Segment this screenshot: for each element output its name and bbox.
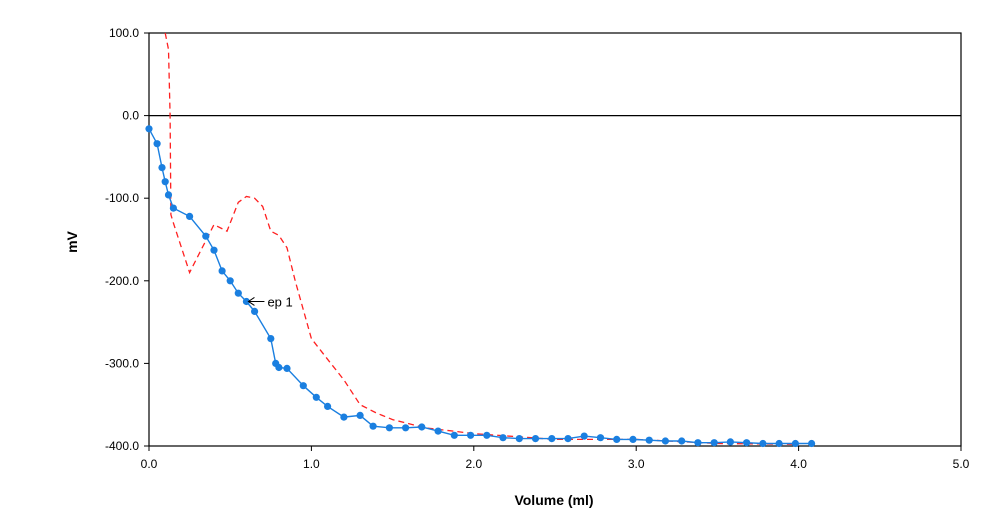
- series-1-point: [267, 335, 275, 343]
- tick-marks: [144, 32, 962, 451]
- series-1-point: [226, 277, 234, 285]
- series-2-dashed-line: [164, 32, 799, 445]
- x-tick-label: 3.0: [628, 457, 645, 471]
- series-1-point: [242, 297, 250, 306]
- series-1-point: [169, 204, 177, 212]
- series-1-point: [645, 436, 653, 444]
- series-1-point: [283, 364, 291, 372]
- series-1-point: [564, 435, 572, 443]
- y-tick-label: -400.0: [105, 439, 139, 453]
- series-1-point: [726, 438, 735, 446]
- series-1-point: [759, 439, 767, 448]
- series-1-point: [678, 437, 686, 445]
- series-1-point: [661, 437, 670, 445]
- annotation-arrow-head: [247, 297, 255, 306]
- series-1-point: [467, 431, 475, 439]
- series-1-point: [356, 411, 364, 419]
- series-1-point: [775, 439, 783, 448]
- y-tick-label: -100.0: [105, 191, 139, 205]
- series-1-point: [548, 435, 556, 443]
- series-1-point: [710, 439, 718, 447]
- x-axis-title: Volume (ml): [514, 492, 593, 508]
- series-1-point: [275, 363, 283, 372]
- series-1-point: [234, 289, 242, 297]
- y-tick-label: 0.0: [122, 109, 139, 123]
- series-1-point: [791, 439, 800, 448]
- x-tick-label: 5.0: [953, 457, 970, 471]
- x-tick-label: 2.0: [465, 457, 482, 471]
- series-1-point: [164, 191, 173, 199]
- series-1-point: [299, 382, 307, 390]
- series-1-point: [202, 232, 210, 240]
- x-tick-label: 1.0: [303, 457, 320, 471]
- series-1-point: [251, 307, 259, 315]
- y-tick-label: -300.0: [105, 356, 139, 370]
- series-1-point: [694, 439, 702, 447]
- series-1-point: [218, 267, 226, 275]
- y-tick-label: 100.0: [109, 26, 139, 40]
- series-1-point: [613, 435, 621, 443]
- series-1-point: [483, 431, 491, 439]
- series-1-point: [580, 432, 588, 440]
- series-1-point: [145, 125, 153, 133]
- x-tick-label: 4.0: [790, 457, 807, 471]
- plot-frame: [148, 32, 962, 447]
- series-1-point: [153, 140, 161, 148]
- series-1-point: [161, 178, 169, 186]
- series-1-point: [312, 393, 320, 401]
- series-1-point: [340, 413, 348, 421]
- annotation-label: ep 1: [267, 294, 292, 309]
- series-1-point: [418, 423, 426, 431]
- series-1-point: [808, 439, 816, 448]
- series-1-point: [186, 212, 194, 220]
- series-1-point: [499, 434, 507, 442]
- annotation-layer: ep 1: [247, 294, 293, 309]
- series-layer: [145, 32, 816, 448]
- series-1-point: [450, 431, 458, 439]
- y-axis-title: mV: [64, 230, 80, 252]
- series-1-point: [402, 424, 410, 432]
- y-tick-label: -200.0: [105, 274, 139, 288]
- series-1-point: [531, 435, 540, 443]
- series-1-point: [629, 435, 637, 443]
- series-1-point: [743, 439, 751, 447]
- series-1-line: [148, 128, 812, 445]
- series-1-point: [385, 424, 393, 432]
- series-1-point: [596, 434, 605, 442]
- x-tick-label: 0.0: [141, 457, 158, 471]
- tick-labels: 0.0 1.0 2.0 3.0 4.0 5.0 100.0 0.0 -100.0 -200.0 -3…: [105, 26, 970, 471]
- series-1-point: [324, 402, 332, 410]
- series-1-point: [158, 164, 166, 172]
- series-1-point: [515, 435, 523, 443]
- series-1-point: [369, 422, 377, 430]
- series-1-point: [210, 246, 218, 254]
- series-1-point: [434, 427, 442, 435]
